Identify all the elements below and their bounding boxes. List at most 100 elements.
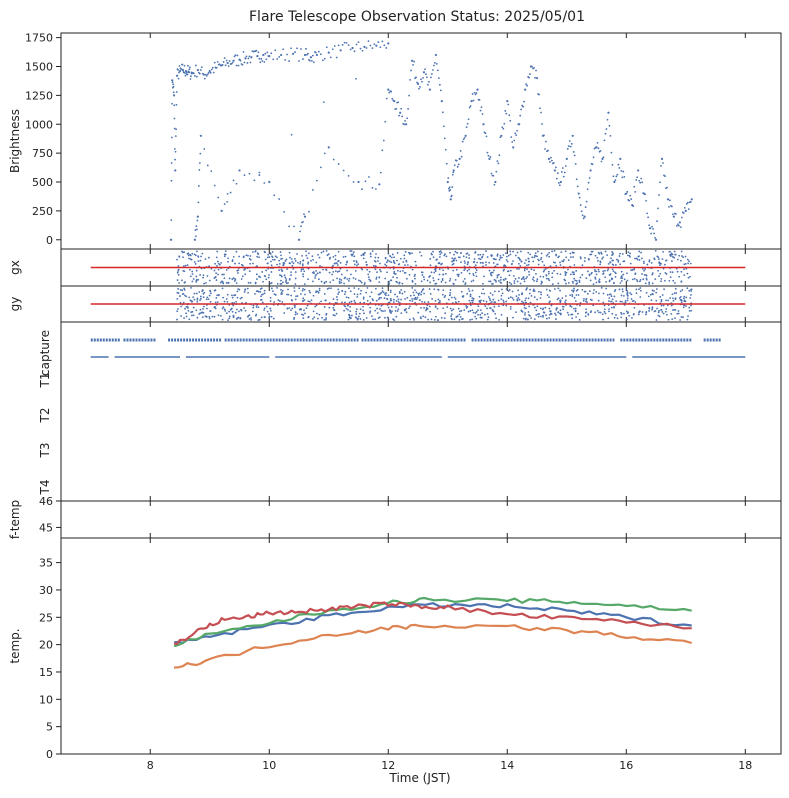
band-point: [179, 295, 181, 298]
band-point: [528, 292, 531, 295]
band-point: [346, 269, 348, 272]
data-point: [541, 123, 543, 125]
band-point: [263, 292, 266, 295]
band-point: [404, 309, 407, 312]
y-axis-label: gy: [8, 297, 22, 312]
band-point: [474, 264, 477, 267]
band-point: [687, 276, 690, 279]
band-point: [626, 291, 629, 294]
band-point: [505, 304, 508, 307]
band-point: [248, 270, 251, 273]
band-point: [193, 292, 196, 295]
band-point: [559, 312, 561, 315]
band-point: [674, 282, 676, 284]
band-point: [688, 260, 690, 263]
band-point: [655, 291, 658, 294]
band-point: [622, 273, 625, 276]
data-point: [551, 159, 553, 162]
band-point: [594, 277, 597, 280]
data-point: [652, 227, 654, 230]
band-point: [420, 306, 422, 309]
data-point: [602, 156, 605, 159]
band-point: [278, 259, 281, 262]
band-point: [645, 313, 647, 316]
band-point: [338, 270, 341, 273]
band-point: [302, 275, 305, 278]
band-point: [390, 256, 393, 259]
band-point: [213, 269, 216, 272]
band-point: [238, 255, 241, 258]
band-point: [615, 314, 617, 316]
data-point: [258, 57, 261, 60]
band-point: [536, 250, 539, 253]
band-point: [660, 277, 663, 280]
band-point: [465, 304, 467, 307]
data-point: [274, 49, 277, 52]
band-point: [378, 276, 381, 279]
band-point: [280, 258, 282, 260]
band-point: [556, 307, 559, 310]
band-point: [456, 251, 459, 254]
data-point: [678, 221, 681, 224]
band-point: [375, 253, 377, 255]
band-point: [512, 275, 515, 277]
data-point: [173, 127, 176, 130]
data-point: [558, 184, 561, 187]
data-point: [660, 157, 664, 161]
band-point: [505, 288, 508, 290]
band-point: [626, 299, 629, 302]
band-point: [646, 263, 649, 266]
data-point: [557, 182, 560, 184]
band-point: [294, 304, 296, 307]
band-point: [235, 300, 237, 303]
band-point: [548, 252, 550, 254]
band-point: [377, 317, 380, 319]
panel-frame: [60, 537, 782, 755]
band-point: [369, 295, 371, 298]
band-point: [225, 281, 228, 284]
band-point: [519, 250, 522, 253]
band-point: [534, 254, 536, 257]
band-point: [349, 310, 352, 313]
band-point: [300, 270, 303, 272]
band-point: [395, 300, 398, 302]
band-point: [382, 291, 385, 294]
data-point: [465, 126, 468, 128]
band-point: [301, 264, 304, 267]
band-point: [222, 282, 225, 285]
data-point: [306, 53, 308, 56]
band-point: [401, 282, 404, 285]
band-point: [511, 297, 514, 299]
band-point: [437, 319, 440, 322]
data-point: [323, 152, 326, 155]
band-point: [497, 305, 500, 308]
band-point: [509, 269, 512, 272]
band-point: [506, 270, 509, 273]
band-point: [495, 281, 497, 283]
band-point: [267, 276, 270, 279]
band-point: [540, 315, 542, 318]
band-point: [310, 299, 313, 301]
band-point: [619, 252, 621, 255]
band-point: [190, 299, 192, 302]
band-point: [208, 256, 210, 259]
data-point: [339, 49, 342, 52]
band-point: [369, 279, 372, 282]
band-point: [343, 304, 346, 307]
band-point: [323, 319, 326, 321]
band-point: [551, 272, 554, 275]
band-point: [322, 250, 325, 253]
data-point: [194, 64, 197, 67]
band-point: [449, 278, 452, 280]
band-point: [319, 271, 321, 274]
band-point: [541, 308, 544, 311]
band-point: [326, 287, 329, 290]
data-point: [209, 71, 212, 74]
data-point: [507, 103, 510, 106]
band-point: [334, 258, 337, 261]
band-point: [237, 316, 240, 319]
band-point: [190, 286, 192, 289]
band-point: [440, 263, 442, 266]
band-point: [374, 287, 377, 290]
data-point: [407, 108, 410, 110]
